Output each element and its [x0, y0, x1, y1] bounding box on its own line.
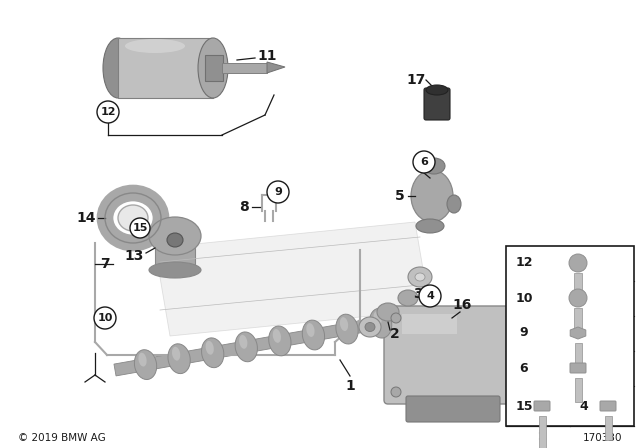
Polygon shape: [267, 62, 285, 73]
Text: 8: 8: [239, 200, 249, 214]
Ellipse shape: [125, 39, 185, 53]
Circle shape: [391, 387, 401, 397]
Text: 11: 11: [257, 49, 276, 63]
Text: 10: 10: [515, 292, 532, 305]
Bar: [118, 38, 213, 98]
Ellipse shape: [273, 329, 281, 343]
Ellipse shape: [302, 320, 324, 350]
Bar: [155, 248, 195, 270]
FancyBboxPatch shape: [534, 401, 550, 411]
FancyBboxPatch shape: [406, 396, 500, 422]
Circle shape: [391, 313, 401, 323]
Ellipse shape: [336, 314, 358, 344]
Ellipse shape: [416, 219, 444, 233]
Text: 6: 6: [520, 362, 528, 375]
Ellipse shape: [149, 262, 201, 278]
Bar: [222, 63, 267, 73]
Circle shape: [413, 151, 435, 173]
Ellipse shape: [423, 158, 445, 174]
Text: 4: 4: [426, 291, 434, 301]
Polygon shape: [114, 310, 421, 376]
Bar: [605, 416, 612, 440]
Text: 14: 14: [76, 211, 96, 225]
Ellipse shape: [374, 311, 381, 325]
Text: 13: 13: [124, 249, 144, 263]
Circle shape: [419, 285, 441, 307]
Text: 9: 9: [274, 187, 282, 197]
Ellipse shape: [359, 317, 381, 337]
Circle shape: [94, 307, 116, 329]
Text: 15: 15: [515, 400, 532, 413]
Circle shape: [569, 289, 587, 307]
Ellipse shape: [415, 273, 425, 281]
Text: © 2019 BMW AG: © 2019 BMW AG: [18, 433, 106, 443]
Text: 2: 2: [390, 327, 400, 341]
Polygon shape: [570, 327, 586, 339]
Text: 3: 3: [413, 287, 423, 301]
Bar: [506, 246, 634, 426]
Ellipse shape: [103, 38, 133, 98]
Bar: [575, 343, 582, 369]
FancyBboxPatch shape: [384, 306, 532, 404]
Ellipse shape: [369, 308, 392, 338]
Text: 170330: 170330: [582, 433, 622, 443]
Circle shape: [97, 101, 119, 123]
Circle shape: [267, 181, 289, 203]
Text: 6: 6: [420, 157, 428, 167]
Ellipse shape: [239, 335, 248, 349]
Text: 9: 9: [520, 327, 528, 340]
Ellipse shape: [149, 217, 201, 255]
Bar: [575, 378, 582, 402]
Ellipse shape: [447, 195, 461, 213]
Text: 16: 16: [452, 298, 472, 312]
Text: 4: 4: [580, 400, 588, 413]
FancyBboxPatch shape: [424, 88, 450, 120]
FancyBboxPatch shape: [600, 401, 616, 411]
Text: 12: 12: [100, 107, 116, 117]
Ellipse shape: [235, 332, 257, 362]
Ellipse shape: [167, 233, 183, 247]
Ellipse shape: [202, 338, 224, 368]
Ellipse shape: [307, 323, 315, 337]
Bar: [539, 416, 546, 448]
Text: 15: 15: [132, 223, 148, 233]
Bar: [574, 273, 582, 301]
Ellipse shape: [411, 170, 453, 222]
Ellipse shape: [118, 205, 148, 231]
Polygon shape: [155, 222, 430, 336]
Text: 5: 5: [395, 189, 405, 203]
Text: 1: 1: [345, 379, 355, 393]
Text: 17: 17: [406, 73, 426, 87]
Circle shape: [515, 313, 525, 323]
Ellipse shape: [138, 353, 147, 366]
Circle shape: [130, 218, 150, 238]
Ellipse shape: [168, 344, 190, 374]
Text: 12: 12: [515, 257, 532, 270]
Circle shape: [569, 254, 587, 272]
Text: 7: 7: [100, 257, 110, 271]
Ellipse shape: [172, 347, 180, 361]
Ellipse shape: [398, 290, 418, 306]
FancyBboxPatch shape: [570, 363, 586, 373]
Ellipse shape: [340, 317, 348, 331]
Ellipse shape: [205, 341, 214, 355]
Bar: [402, 314, 457, 334]
Ellipse shape: [426, 85, 448, 95]
Ellipse shape: [365, 323, 375, 332]
Circle shape: [515, 387, 525, 397]
Ellipse shape: [377, 303, 399, 321]
Ellipse shape: [269, 326, 291, 356]
Ellipse shape: [408, 267, 432, 287]
Ellipse shape: [134, 350, 157, 379]
Ellipse shape: [198, 38, 228, 98]
Bar: [574, 308, 582, 336]
Bar: [205, 55, 223, 81]
Text: 10: 10: [97, 313, 113, 323]
